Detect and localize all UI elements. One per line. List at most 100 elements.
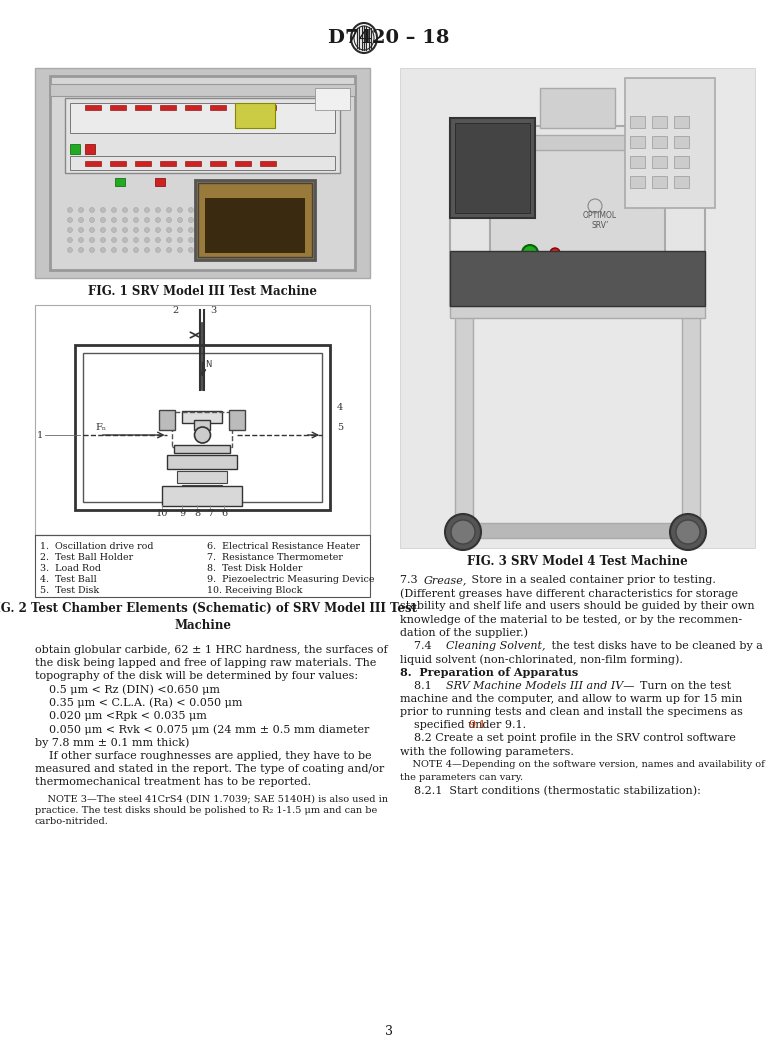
Bar bbox=[110, 105, 126, 110]
Text: 8.1: 8.1 bbox=[400, 681, 435, 690]
Bar bbox=[185, 161, 201, 166]
Bar bbox=[235, 161, 251, 166]
Text: specified under 9.1.: specified under 9.1. bbox=[400, 720, 526, 730]
Circle shape bbox=[156, 228, 160, 232]
Circle shape bbox=[68, 218, 72, 223]
Text: thermomechanical treatment has to be reported.: thermomechanical treatment has to be rep… bbox=[35, 777, 311, 787]
Bar bbox=[540, 88, 615, 128]
Circle shape bbox=[550, 248, 560, 258]
Bar bbox=[205, 198, 305, 253]
Circle shape bbox=[122, 228, 128, 232]
Circle shape bbox=[89, 228, 94, 232]
Circle shape bbox=[111, 218, 117, 223]
Circle shape bbox=[111, 228, 117, 232]
Text: carbo-nitrided.: carbo-nitrided. bbox=[35, 817, 109, 827]
Text: 5: 5 bbox=[337, 423, 343, 432]
Circle shape bbox=[177, 228, 183, 232]
Circle shape bbox=[134, 218, 138, 223]
Bar bbox=[50, 84, 355, 96]
Circle shape bbox=[520, 273, 540, 293]
Text: 0.050 μm < Rvk < 0.075 μm (24 mm ± 0.5 mm diameter: 0.050 μm < Rvk < 0.075 μm (24 mm ± 0.5 m… bbox=[35, 725, 370, 735]
Text: obtain globular carbide, 62 ± 1 HRC hardness, the surfaces of: obtain globular carbide, 62 ± 1 HRC hard… bbox=[35, 645, 387, 655]
Text: 1.  Oscillation drive rod: 1. Oscillation drive rod bbox=[40, 542, 153, 551]
Text: dation of the supplier.): dation of the supplier.) bbox=[400, 628, 528, 638]
Circle shape bbox=[134, 207, 138, 212]
Circle shape bbox=[79, 228, 83, 232]
Bar bbox=[70, 144, 80, 154]
Circle shape bbox=[68, 228, 72, 232]
Text: 8.2 Create a set point profile in the SRV control software: 8.2 Create a set point profile in the SR… bbox=[400, 734, 736, 743]
Bar bbox=[185, 105, 201, 110]
Text: FIG. 1 SRV Model III Test Machine: FIG. 1 SRV Model III Test Machine bbox=[88, 285, 317, 298]
Circle shape bbox=[111, 207, 117, 212]
Bar bbox=[630, 156, 645, 168]
Bar bbox=[315, 88, 350, 110]
Bar bbox=[70, 103, 335, 133]
Text: prior to running tests and clean and install the specimens as: prior to running tests and clean and ins… bbox=[400, 707, 743, 717]
Text: by 7.8 mm ± 0.1 mm thick): by 7.8 mm ± 0.1 mm thick) bbox=[35, 737, 189, 748]
Circle shape bbox=[188, 228, 194, 232]
Bar bbox=[163, 486, 243, 506]
Circle shape bbox=[89, 207, 94, 212]
Circle shape bbox=[111, 248, 117, 253]
Text: 3: 3 bbox=[385, 1025, 393, 1038]
Bar bbox=[85, 144, 95, 154]
Bar bbox=[159, 410, 176, 430]
Bar bbox=[500, 135, 655, 150]
Text: 5.  Test Disk: 5. Test Disk bbox=[40, 586, 99, 595]
Bar bbox=[630, 176, 645, 188]
Bar bbox=[674, 156, 689, 168]
Bar bbox=[50, 76, 355, 270]
Circle shape bbox=[188, 218, 194, 223]
Text: Cleaning Solvent,: Cleaning Solvent, bbox=[446, 641, 545, 651]
Bar bbox=[625, 78, 715, 208]
Circle shape bbox=[134, 237, 138, 243]
Bar bbox=[75, 345, 330, 510]
Text: 8.2.1  Start conditions (thermostatic stabilization):: 8.2.1 Start conditions (thermostatic sta… bbox=[400, 786, 701, 796]
Bar bbox=[674, 136, 689, 148]
Text: 7.4: 7.4 bbox=[400, 641, 435, 651]
Text: the disk being lapped and free of lapping raw materials. The: the disk being lapped and free of lappin… bbox=[35, 658, 377, 668]
Text: liquid solvent (non-chlorinated, non-film forming).: liquid solvent (non-chlorinated, non-fil… bbox=[400, 654, 683, 665]
Circle shape bbox=[145, 218, 149, 223]
Bar bbox=[450, 306, 705, 318]
Circle shape bbox=[145, 248, 149, 253]
Text: practice. The test disks should be polished to R₂ 1-1.5 μm and can be: practice. The test disks should be polis… bbox=[35, 806, 377, 815]
Circle shape bbox=[445, 514, 481, 550]
Circle shape bbox=[514, 266, 546, 299]
Text: 3.  Load Rod: 3. Load Rod bbox=[40, 564, 101, 573]
Circle shape bbox=[134, 248, 138, 253]
Text: 9: 9 bbox=[180, 509, 186, 518]
Text: 4.  Test Ball: 4. Test Ball bbox=[40, 575, 96, 584]
Bar bbox=[630, 136, 645, 148]
Text: 10: 10 bbox=[156, 509, 169, 518]
Bar bbox=[173, 412, 233, 447]
Text: knowledge of the material to be tested, or by the recommen-: knowledge of the material to be tested, … bbox=[400, 614, 742, 625]
Bar bbox=[455, 308, 473, 538]
Text: NOTE 4—Depending on the software version, names and availability of: NOTE 4—Depending on the software version… bbox=[400, 760, 765, 769]
Bar bbox=[194, 420, 211, 430]
Text: the test disks have to be cleaned by a: the test disks have to be cleaned by a bbox=[548, 641, 763, 651]
Circle shape bbox=[156, 207, 160, 212]
Bar bbox=[455, 123, 530, 213]
Text: 8.  Test Disk Holder: 8. Test Disk Holder bbox=[208, 564, 303, 573]
Bar bbox=[450, 118, 535, 218]
Circle shape bbox=[79, 237, 83, 243]
Bar bbox=[35, 68, 370, 278]
Circle shape bbox=[166, 218, 171, 223]
Text: the parameters can vary.: the parameters can vary. bbox=[400, 773, 523, 782]
Text: with the following parameters.: with the following parameters. bbox=[400, 746, 574, 757]
Circle shape bbox=[145, 207, 149, 212]
Bar bbox=[450, 251, 705, 306]
Text: 0.5 μm < Rz (DIN) <0.650 μm: 0.5 μm < Rz (DIN) <0.650 μm bbox=[35, 685, 220, 695]
Bar bbox=[187, 497, 218, 505]
Text: topography of the disk will be determined by four values:: topography of the disk will be determine… bbox=[35, 671, 358, 682]
Bar bbox=[450, 126, 705, 306]
Circle shape bbox=[79, 248, 83, 253]
Circle shape bbox=[68, 207, 72, 212]
Text: SRV’: SRV’ bbox=[591, 221, 608, 230]
Bar bbox=[198, 183, 312, 257]
Bar bbox=[70, 156, 335, 170]
Text: stability and shelf life and users should be guided by their own: stability and shelf life and users shoul… bbox=[400, 602, 755, 611]
Text: 9.1: 9.1 bbox=[468, 720, 486, 730]
